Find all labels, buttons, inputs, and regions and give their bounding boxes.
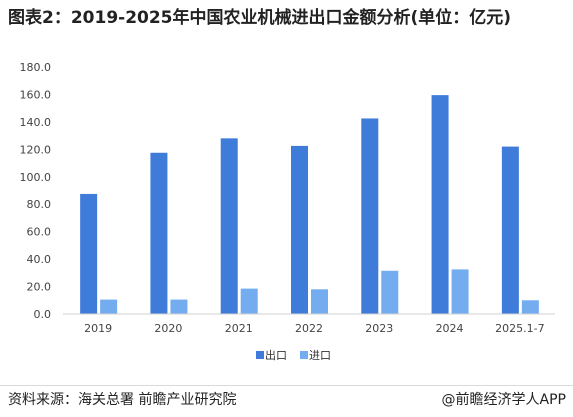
x-tick-label: 2022 xyxy=(295,322,323,335)
x-tick-label: 2021 xyxy=(225,322,253,335)
footer-divider xyxy=(0,385,573,386)
legend-swatch-export xyxy=(256,351,264,359)
legend: 出口 进口 xyxy=(256,348,331,362)
legend-swatch-import xyxy=(300,351,308,359)
export-bar-5 xyxy=(431,95,449,314)
import-bar-1 xyxy=(170,299,188,314)
y-tick-label: 0.0 xyxy=(34,308,52,321)
y-tick-label: 100.0 xyxy=(20,171,52,184)
chart-title: 图表2：2019-2025年中国农业机械进出口金额分析(单位：亿元) xyxy=(8,8,512,28)
import-bar-0 xyxy=(100,299,118,314)
import-bar-3 xyxy=(311,289,328,314)
legend-label-export: 出口 xyxy=(265,348,287,362)
x-tick-label: 2025.1-7 xyxy=(495,322,544,335)
export-bar-3 xyxy=(291,145,308,314)
export-bar-2 xyxy=(220,138,238,314)
bar-series xyxy=(80,95,539,314)
import-bar-2 xyxy=(240,288,258,314)
legend-label-import: 进口 xyxy=(309,349,331,362)
export-bar-6 xyxy=(501,146,519,314)
import-bar-6 xyxy=(521,300,539,314)
x-tick-label: 2024 xyxy=(436,322,464,335)
y-tick-label: 160.0 xyxy=(20,88,52,101)
import-bar-5 xyxy=(451,269,469,314)
source-note: 资料来源：海关总署 前瞻产业研究院 xyxy=(8,392,237,408)
y-tick-label: 80.0 xyxy=(27,198,52,211)
y-tick-label: 20.0 xyxy=(27,281,52,294)
y-tick-label: 40.0 xyxy=(27,253,52,266)
export-bar-0 xyxy=(80,193,98,314)
export-bar-4 xyxy=(361,118,379,314)
x-tick-label: 2020 xyxy=(154,322,182,335)
y-tick-label: 140.0 xyxy=(20,116,52,129)
y-tick-label: 180.0 xyxy=(20,61,52,74)
y-tick-label: 120.0 xyxy=(20,143,52,156)
import-bar-4 xyxy=(381,270,399,314)
export-bar-1 xyxy=(150,152,168,314)
y-axis-tick-labels: 0.0 20.0 40.0 60.0 80.0 100.0 120.0 140.0 160.0 1… xyxy=(20,61,52,321)
brand-credit: @前瞻经济学人APP xyxy=(441,392,566,408)
x-axis-tick-labels: 2019 2020 2021 2022 2023 2024 2025.1-7 xyxy=(84,322,544,335)
x-tick-label: 2019 xyxy=(84,322,112,335)
y-tick-label: 60.0 xyxy=(27,226,52,239)
x-tick-label: 2023 xyxy=(365,322,393,335)
